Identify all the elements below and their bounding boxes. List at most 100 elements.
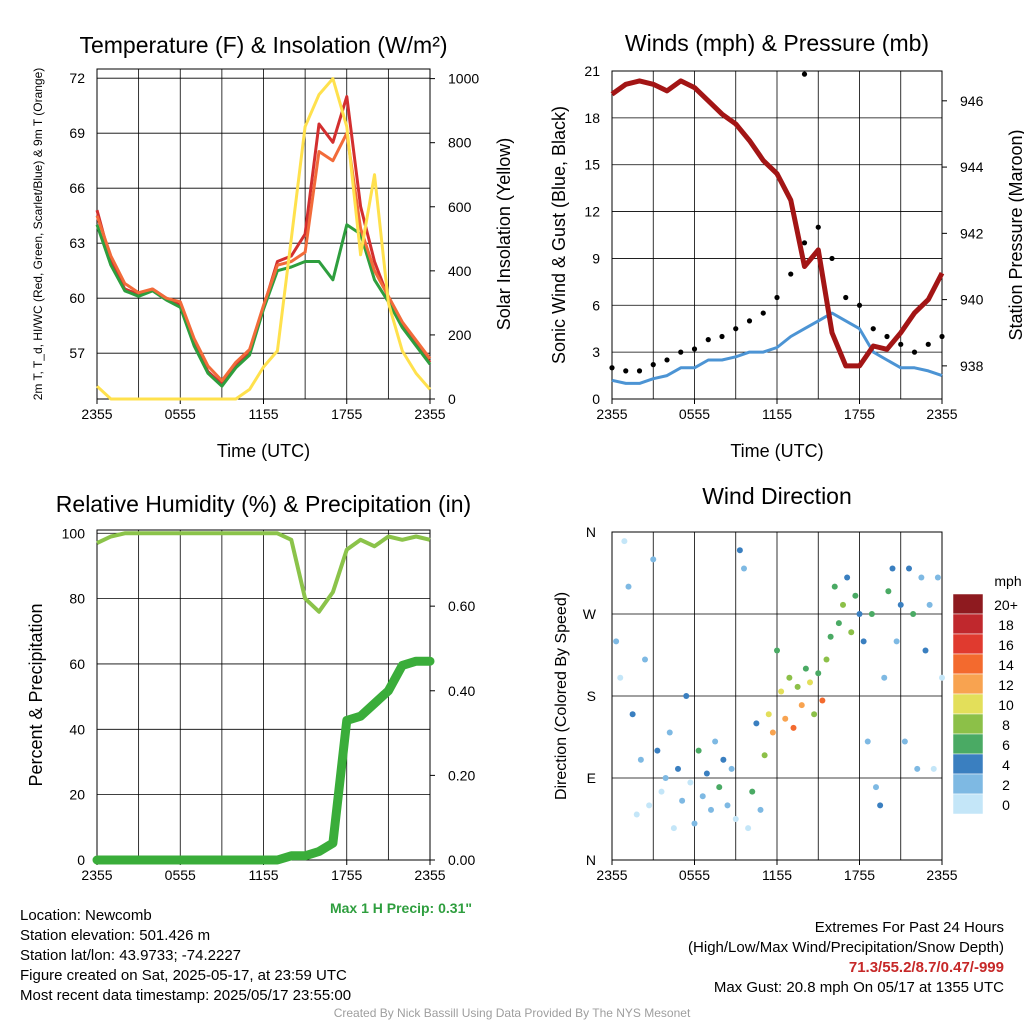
legend-swatch [952,713,984,735]
direction-point [675,765,681,772]
legend-swatch [952,633,984,655]
direction-point [794,683,801,690]
direction-point [856,611,863,617]
y-tick-label: 0 [592,391,600,407]
series-line [95,131,432,383]
direction-point [613,638,620,645]
direction-point [662,775,669,781]
legend-label: 0 [1002,797,1010,813]
direction-point [650,556,657,563]
extremes-subtitle: (High/Low/Max Wind/Precipitation/Snow De… [688,939,1004,956]
y-tick-label: 15 [584,157,600,173]
y-tick-label: 66 [69,180,85,196]
y-tick-label: S [587,688,596,704]
gust-point [609,365,615,371]
direction-point [827,633,834,640]
gust-point [911,349,918,355]
y-tick-label: 12 [584,204,600,220]
gust-point [925,341,931,347]
x-tick-label: 1755 [844,406,875,422]
legend-swatch [952,773,984,795]
direction-point [749,788,756,795]
legend-label: 6 [1002,737,1010,753]
y-tick-label: 60 [69,290,85,306]
direction-point [786,674,793,681]
y-axis-label: Percent & Precipitation [26,603,46,786]
y2-axis-label: Station Pressure (Maroon) [1006,129,1024,340]
y-tick-label: 69 [69,125,85,141]
legend-swatch [952,673,984,695]
direction-point [765,711,772,718]
x-tick-label: 2355 [596,867,627,883]
direction-point [868,611,875,617]
x-tick-label: 2355 [596,406,627,422]
y-tick-label: 9 [592,250,600,266]
y-tick-label: 0 [77,852,85,868]
y2-tick-label: 0 [448,391,456,407]
y-tick-label: 57 [69,345,85,361]
legend-label: 16 [998,637,1014,653]
elevation-text: Station elevation: 501.426 m [20,927,211,944]
direction-point [885,588,892,595]
direction-point [720,756,727,763]
recent-text: Most recent data timestamp: 2025/05/17 2… [20,987,352,1004]
direction-point [699,793,706,800]
legend-swatch [952,733,984,755]
direction-point [679,797,686,804]
x-tick-label: 0555 [679,867,710,883]
direction-point [741,565,747,572]
gust-point [898,341,904,347]
direction-point [864,738,871,745]
legend-swatch [952,793,984,815]
legend-swatch [952,753,984,775]
y2-axis-label: Solar Insolation (Yellow) [494,138,514,330]
legend-label: 2 [1002,777,1010,793]
y-tick-label: 100 [62,525,86,541]
direction-point [617,674,624,681]
x-axis-label: Time (UTC) [730,441,823,461]
panel-2 [609,70,947,404]
legend-swatch [952,613,984,635]
x-tick-label: 1155 [762,406,792,422]
direction-point [910,611,917,617]
direction-point [897,601,904,608]
chart-title: Winds (mph) & Pressure (mb) [625,30,929,56]
gust-point [843,294,849,301]
direction-point [708,806,714,813]
gust-point [719,333,725,340]
y-tick-label: W [583,606,597,622]
y-tick-label: 6 [592,297,600,313]
chart-title: Temperature (F) & Insolation (W/m²) [79,32,447,58]
y-tick-label: E [587,770,596,786]
direction-point [823,656,830,663]
created-text: Figure created on Sat, 2025-05-17, at 23… [20,967,347,984]
direction-point [831,583,838,590]
y-tick-label: 18 [584,110,600,126]
direction-point [736,547,743,554]
legend-swatch [952,593,984,615]
y2-tick-label: 600 [448,199,472,215]
y2-tick-label: 946 [960,93,984,109]
direction-point [819,697,826,704]
panel-4 [611,531,984,865]
direction-point [840,601,846,608]
direction-point [654,747,661,754]
series-line [611,311,943,385]
direction-point [753,720,760,727]
direction-point [778,688,785,695]
y2-tick-label: 0.40 [448,683,475,699]
direction-point [625,583,632,590]
legend-label: 8 [1002,717,1010,733]
direction-point [761,752,768,759]
gust-point [829,255,835,262]
direction-point [802,665,809,672]
direction-point [724,802,731,809]
y-tick-label: 63 [69,235,85,251]
y-tick-label: 80 [69,591,85,607]
direction-point [658,788,665,795]
y-tick-label: 72 [69,70,85,86]
direction-point [906,565,912,572]
direction-point [774,647,780,654]
y-tick-label: N [586,524,596,540]
y-tick-label: 21 [584,63,600,79]
